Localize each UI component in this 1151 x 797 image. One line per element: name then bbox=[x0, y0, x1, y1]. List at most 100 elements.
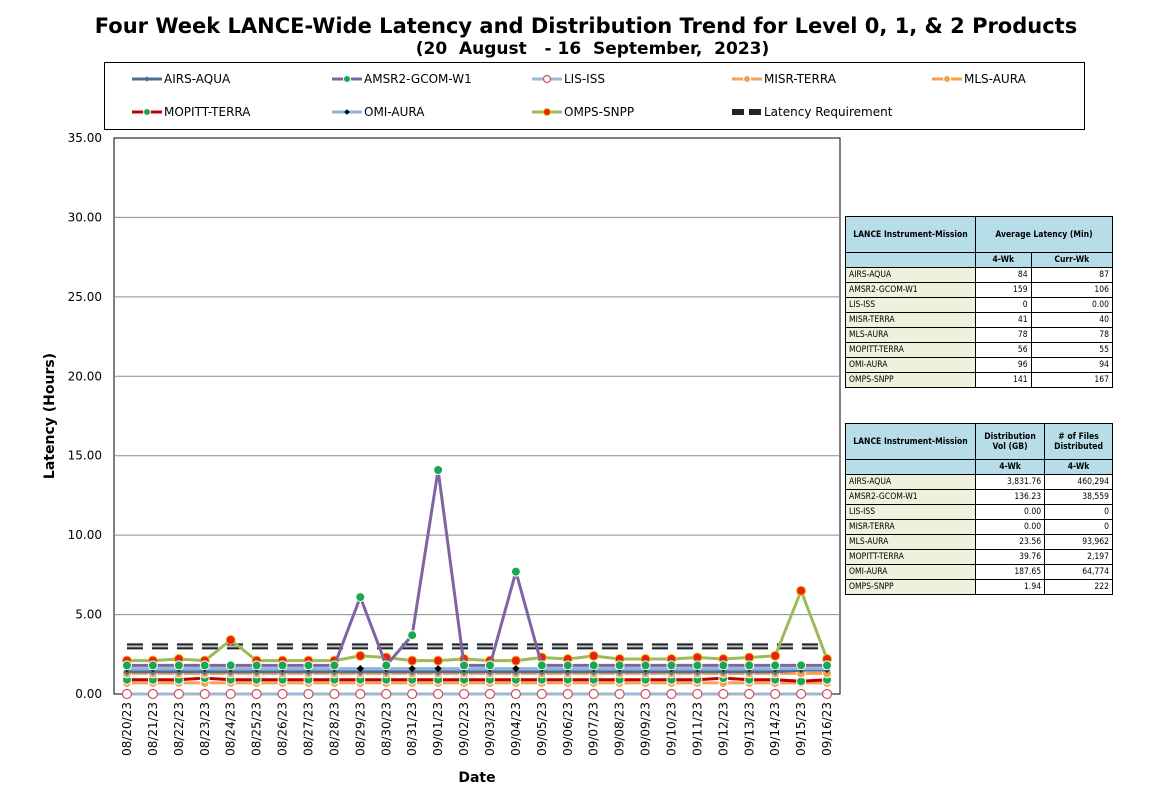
x-tick-label: 09/13/23 bbox=[742, 702, 756, 756]
table-cell: 38,559 bbox=[1044, 489, 1113, 505]
series-line bbox=[126, 589, 829, 663]
data-point bbox=[329, 660, 340, 671]
data-point bbox=[459, 660, 470, 671]
legend-swatch bbox=[132, 76, 162, 82]
table-row-label: MLS-AURA bbox=[845, 327, 976, 343]
table-cell: 39.76 bbox=[974, 549, 1046, 565]
legend-label: Latency Requirement bbox=[764, 105, 893, 119]
data-point bbox=[588, 650, 599, 661]
x-tick-label: 08/20/23 bbox=[120, 702, 134, 756]
x-tick-label: 09/09/23 bbox=[639, 702, 653, 756]
data-point bbox=[303, 660, 314, 671]
table-cell: 94 bbox=[1030, 357, 1114, 373]
y-tick-label: 25.00 bbox=[68, 290, 102, 304]
data-point bbox=[543, 108, 551, 116]
data-point bbox=[407, 655, 418, 666]
table-cell: 64,774 bbox=[1044, 564, 1113, 580]
x-tick-label: 09/06/23 bbox=[561, 702, 575, 756]
x-tick-label: 09/11/23 bbox=[690, 702, 704, 756]
data-point bbox=[199, 660, 210, 671]
data-point bbox=[225, 688, 236, 700]
table-cell: 0.00 bbox=[974, 519, 1046, 535]
table-cell: 84 bbox=[975, 267, 1032, 283]
y-tick-label: 20.00 bbox=[68, 369, 102, 383]
table-row: AIRS-AQUA 84 87 bbox=[845, 267, 1114, 283]
table-cell: 159 bbox=[975, 282, 1032, 298]
data-point bbox=[277, 688, 288, 700]
data-point bbox=[356, 664, 364, 673]
data-point bbox=[381, 688, 392, 700]
table-row: MOPITT-TERRA 39.76 2,197 bbox=[845, 549, 1113, 565]
legend-swatch bbox=[932, 75, 962, 83]
data-point bbox=[796, 585, 807, 596]
data-point bbox=[303, 688, 314, 700]
data-point bbox=[121, 660, 132, 671]
data-point bbox=[277, 660, 288, 671]
data-point bbox=[484, 660, 495, 671]
chart-title: Four Week LANCE-Wide Latency and Distrib… bbox=[94, 14, 1078, 38]
data-point bbox=[510, 655, 521, 666]
data-point bbox=[484, 688, 496, 700]
data-point bbox=[614, 660, 625, 671]
data-point bbox=[344, 109, 350, 115]
data-point bbox=[434, 664, 442, 673]
data-point bbox=[407, 630, 418, 641]
data-point bbox=[355, 650, 366, 661]
table-row: MLS-AURA 78 78 bbox=[845, 327, 1114, 343]
data-point bbox=[770, 650, 781, 661]
x-axis-label: Date bbox=[458, 770, 495, 786]
x-tick-label: 08/28/23 bbox=[327, 702, 341, 756]
table-row: OMPS-SNPP 1.94 222 bbox=[845, 579, 1113, 595]
table-row: AIRS-AQUA 3,831.76 460,294 bbox=[845, 474, 1113, 490]
table-cell: 1.94 bbox=[974, 579, 1046, 595]
y-tick-label: 5.00 bbox=[75, 608, 102, 622]
legend-swatch bbox=[732, 75, 762, 83]
table-cell: 187.65 bbox=[974, 564, 1046, 580]
data-point bbox=[251, 660, 262, 671]
y-tick-label: 35.00 bbox=[68, 131, 102, 145]
x-tick-label: 08/22/23 bbox=[172, 702, 186, 756]
table-cell: 0 bbox=[975, 297, 1032, 313]
table-row: MLS-AURA 23.56 93,962 bbox=[845, 534, 1113, 550]
table-row-label: OMI-AURA bbox=[845, 564, 976, 580]
data-point bbox=[744, 688, 755, 700]
data-point bbox=[329, 688, 340, 700]
legend-label: MOPITT-TERRA bbox=[164, 105, 251, 119]
table-row-label: MISR-TERRA bbox=[845, 312, 976, 328]
legend-label: MLS-AURA bbox=[964, 72, 1026, 86]
data-point bbox=[562, 660, 573, 671]
data-point bbox=[744, 660, 755, 671]
data-point bbox=[542, 74, 552, 84]
table-cell: 55 bbox=[1030, 342, 1114, 358]
data-point bbox=[770, 660, 781, 671]
data-point bbox=[640, 688, 651, 700]
series-lis-iss bbox=[121, 688, 833, 700]
x-tick-label: 08/23/23 bbox=[198, 702, 212, 756]
data-point bbox=[173, 688, 184, 700]
table-header-cell: Average Latency (Min) bbox=[975, 216, 1113, 253]
data-point bbox=[718, 660, 729, 671]
table-row: MOPITT-TERRA 56 55 bbox=[845, 342, 1114, 358]
data-point bbox=[173, 660, 184, 671]
data-point bbox=[588, 688, 599, 700]
legend-swatch bbox=[132, 108, 162, 116]
data-point bbox=[796, 688, 807, 700]
table-row-label: OMPS-SNPP bbox=[845, 579, 976, 595]
data-point bbox=[433, 465, 444, 476]
table-row: AMSR2-GCOM-W1 136.23 38,559 bbox=[845, 489, 1113, 505]
table-row-label: AIRS-AQUA bbox=[845, 267, 976, 283]
table-cell: 0.00 bbox=[974, 504, 1046, 520]
y-tick-label: 15.00 bbox=[68, 449, 102, 463]
table-cell: 96 bbox=[975, 357, 1032, 373]
table-row-label: MISR-TERRA bbox=[845, 519, 976, 535]
data-point bbox=[562, 688, 573, 700]
y-tick-label: 10.00 bbox=[68, 528, 102, 542]
table-cell: 40 bbox=[1030, 312, 1114, 328]
data-point bbox=[512, 664, 520, 673]
data-point bbox=[433, 688, 444, 700]
series-line bbox=[126, 668, 828, 674]
legend-swatch bbox=[532, 108, 562, 116]
table-row-label: AMSR2-GCOM-W1 bbox=[845, 282, 976, 298]
data-point bbox=[536, 688, 547, 700]
